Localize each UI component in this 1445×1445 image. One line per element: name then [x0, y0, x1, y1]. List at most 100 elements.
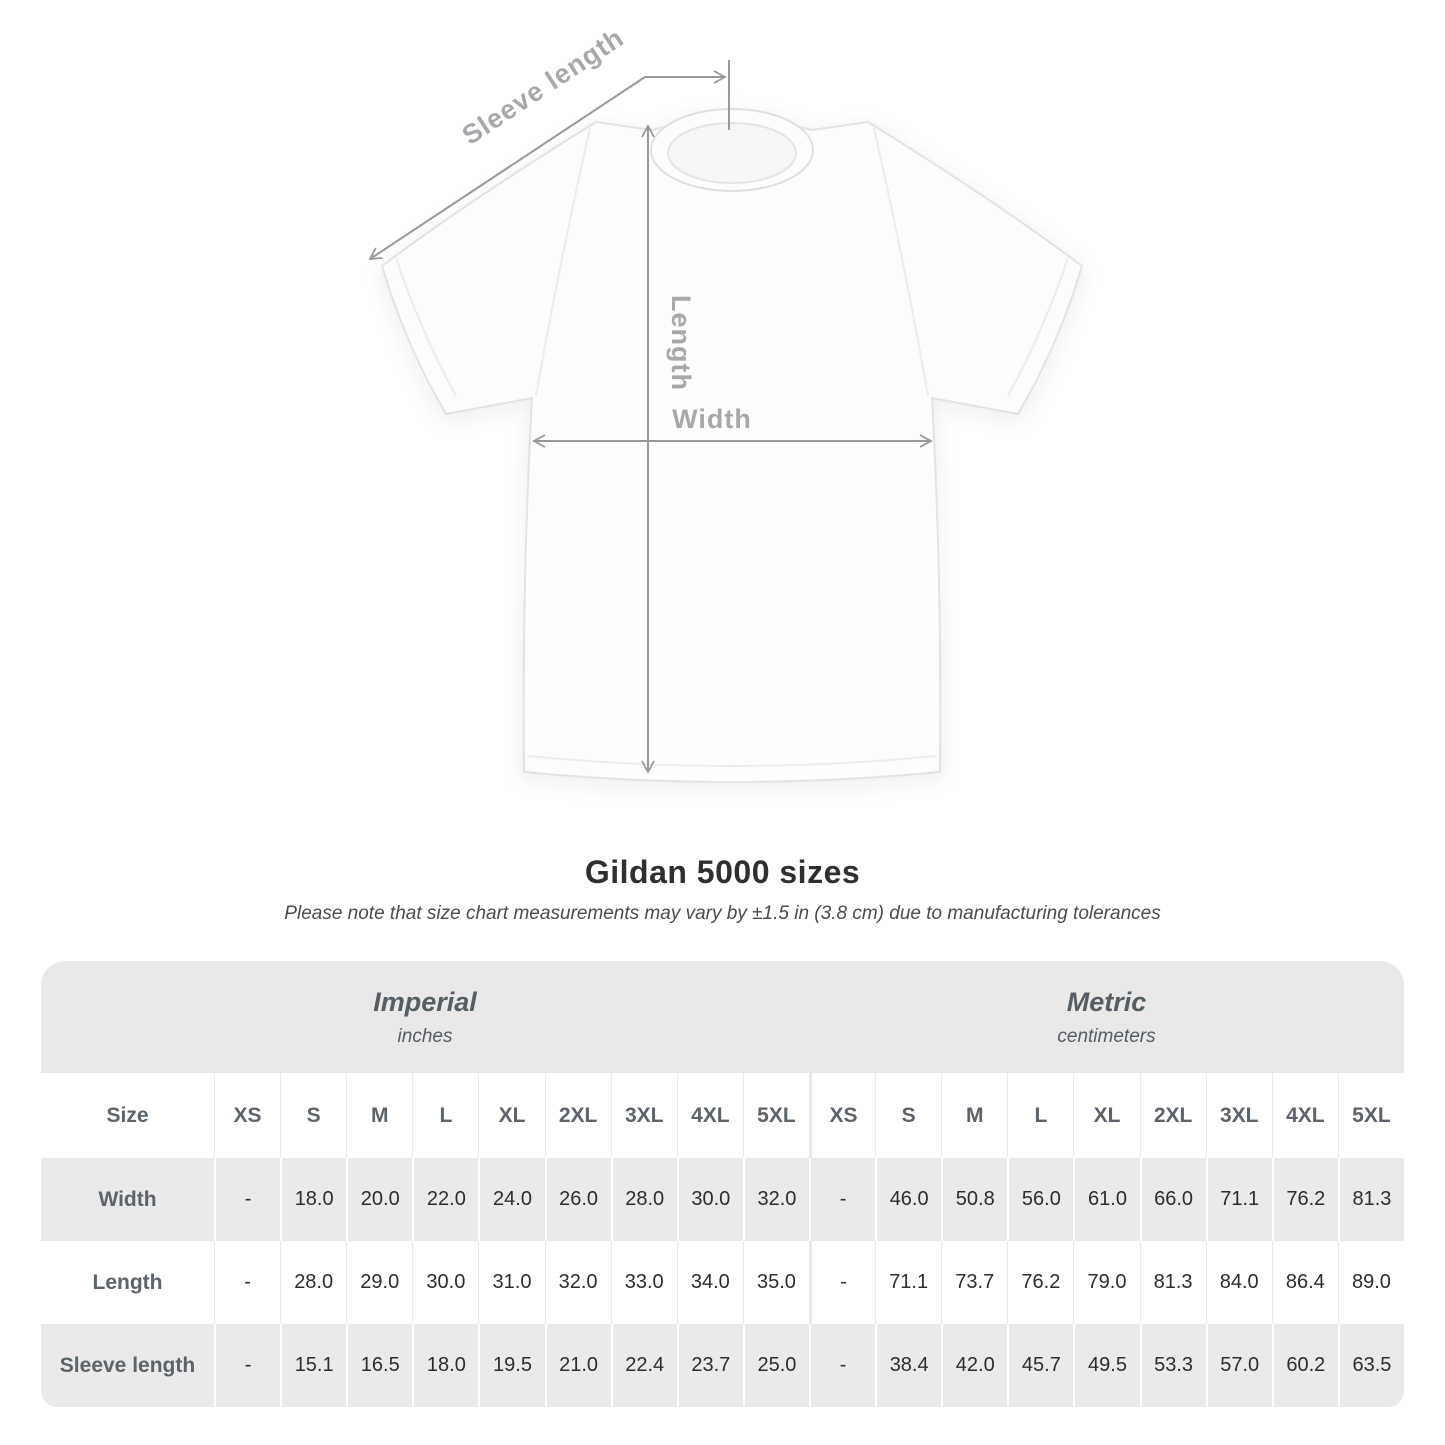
cell: 22.4	[610, 1324, 677, 1407]
cell: 34.0	[676, 1241, 743, 1324]
hem-stitch	[527, 755, 937, 767]
cell: 81.3	[1139, 1241, 1206, 1324]
col-header: XS	[809, 1073, 875, 1158]
size-column-header: Size	[106, 1103, 149, 1127]
length-label: Length	[666, 295, 696, 391]
col-header: L	[1007, 1073, 1073, 1158]
cell: 46.0	[875, 1158, 941, 1241]
cell: -	[214, 1241, 280, 1324]
cell: 24.0	[478, 1158, 544, 1241]
table-row-width: Width - 18.0 20.0 22.0 24.0 26.0 28.0 30…	[41, 1158, 1404, 1241]
col-header: M	[941, 1073, 1007, 1158]
cell: 30.0	[412, 1241, 478, 1324]
col-header: XL	[1073, 1073, 1139, 1158]
col-header: 4XL	[676, 1073, 743, 1158]
cell: 79.0	[1073, 1241, 1139, 1324]
cell: 23.7	[676, 1324, 743, 1407]
cell: 71.1	[1205, 1158, 1272, 1241]
table-row-length: Length - 28.0 29.0 30.0 31.0 32.0 33.0 3…	[41, 1241, 1404, 1324]
page-subtitle: Please note that size chart measurements…	[284, 903, 1161, 924]
metric-unit: centimeters	[1057, 1025, 1156, 1047]
col-header: L	[412, 1073, 478, 1158]
cell: -	[214, 1158, 280, 1241]
col-header: 2XL	[1139, 1073, 1206, 1158]
col-header: 5XL	[1337, 1073, 1404, 1158]
cell: 25.0	[742, 1324, 809, 1407]
cell: 28.0	[610, 1158, 677, 1241]
cell: 21.0	[544, 1324, 611, 1407]
row-label: Sleeve length	[59, 1353, 196, 1377]
cell: 56.0	[1007, 1158, 1073, 1241]
cell: 18.0	[280, 1158, 346, 1241]
tshirt-illustration	[380, 108, 1084, 783]
cell: 57.0	[1205, 1324, 1272, 1407]
unit-band: Imperial inches Metric centimeters	[41, 961, 1404, 1073]
cell: 76.2	[1007, 1241, 1073, 1324]
col-header: 4XL	[1271, 1073, 1338, 1158]
tshirt-measurement-diagram: Sleeve length Length Width	[368, 22, 1084, 783]
collar-inner	[667, 122, 797, 184]
cell: 42.0	[941, 1324, 1007, 1407]
col-header: XL	[478, 1073, 544, 1158]
right-cuff-stitch	[1007, 257, 1069, 397]
cell: 28.0	[280, 1241, 346, 1324]
col-header: XS	[214, 1073, 280, 1158]
width-label: Width	[672, 404, 752, 434]
size-chart-table: Imperial inches Metric centimeters Size …	[41, 961, 1404, 1407]
cell: 19.5	[478, 1324, 544, 1407]
cell: 84.0	[1205, 1241, 1272, 1324]
cell: 66.0	[1139, 1158, 1206, 1241]
col-header: 2XL	[544, 1073, 611, 1158]
cell: 35.0	[742, 1241, 809, 1324]
cell: 86.4	[1271, 1241, 1338, 1324]
cell: -	[809, 1324, 875, 1407]
metric-title: Metric	[1066, 986, 1147, 1017]
cell: 49.5	[1073, 1324, 1139, 1407]
cell: 20.0	[346, 1158, 412, 1241]
cell: 29.0	[346, 1241, 412, 1324]
cell: -	[214, 1324, 280, 1407]
col-header: 3XL	[1205, 1073, 1272, 1158]
cell: 16.5	[346, 1324, 412, 1407]
table-row-sleeve-length: Sleeve length - 15.1 16.5 18.0 19.5 21.0…	[41, 1324, 1404, 1407]
col-header: S	[875, 1073, 941, 1158]
cell: 15.1	[280, 1324, 346, 1407]
cell: 22.0	[412, 1158, 478, 1241]
cell: 18.0	[412, 1324, 478, 1407]
cell: 61.0	[1073, 1158, 1139, 1241]
cell: 71.1	[875, 1241, 941, 1324]
imperial-title: Imperial	[373, 986, 477, 1017]
size-header-row: Size XS S M L XL 2XL 3XL 4XL 5XL XS S M …	[41, 1073, 1404, 1158]
measurement-lines	[368, 60, 933, 774]
cell: 89.0	[1337, 1241, 1404, 1324]
cell: 45.7	[1007, 1324, 1073, 1407]
cell: 50.8	[941, 1158, 1007, 1241]
cell: 53.3	[1139, 1324, 1206, 1407]
sleeve-length-arrow	[368, 70, 727, 261]
row-label: Length	[92, 1270, 163, 1294]
cell: 33.0	[610, 1241, 677, 1324]
row-label: Width	[98, 1187, 157, 1211]
cell: -	[809, 1158, 875, 1241]
left-cuff-stitch	[395, 257, 457, 397]
cell: 60.2	[1271, 1324, 1338, 1407]
cell: -	[809, 1241, 875, 1324]
cell: 63.5	[1337, 1324, 1404, 1407]
cell: 31.0	[478, 1241, 544, 1324]
col-header: S	[280, 1073, 346, 1158]
col-header: M	[346, 1073, 412, 1158]
cell: 38.4	[875, 1324, 941, 1407]
tshirt-diagram-svg: Sleeve length Length Width	[368, 22, 1084, 783]
tshirt-body	[380, 119, 1084, 783]
col-header: 3XL	[610, 1073, 677, 1158]
cell: 81.3	[1337, 1158, 1404, 1241]
cell: 30.0	[676, 1158, 743, 1241]
metric-section-header: Metric centimeters	[809, 961, 1404, 1073]
cell: 32.0	[742, 1158, 809, 1241]
page-title: Gildan 5000 sizes	[584, 854, 861, 890]
right-armhole-seam	[873, 127, 929, 397]
imperial-unit: inches	[397, 1025, 453, 1047]
cell: 73.7	[941, 1241, 1007, 1324]
cell: 76.2	[1271, 1158, 1338, 1241]
imperial-section-header: Imperial inches	[41, 961, 809, 1073]
